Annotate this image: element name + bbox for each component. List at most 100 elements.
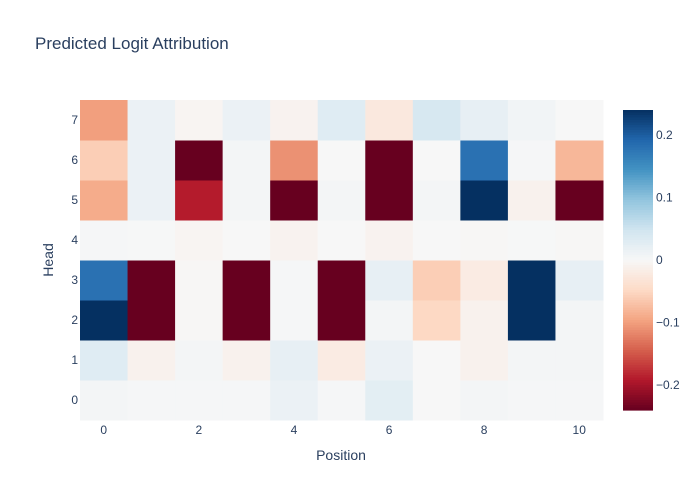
y-tick-label: 7	[71, 113, 78, 127]
heatmap-cell	[175, 260, 224, 301]
colorbar-segment	[623, 157, 653, 161]
heatmap-cell	[222, 100, 271, 141]
colorbar-segment	[623, 390, 653, 394]
colorbar-segment	[623, 317, 653, 321]
colorbar-segment	[623, 357, 653, 361]
colorbar-segment	[623, 152, 653, 156]
colorbar-segment	[623, 352, 653, 356]
heatmap-cell	[222, 300, 271, 341]
colorbar-segment	[623, 270, 653, 274]
colorbar-segment	[623, 162, 653, 166]
heatmap-cell	[175, 380, 224, 421]
heatmap-cell	[507, 260, 556, 301]
heatmap-cell	[412, 220, 461, 261]
x-tick-label: 0	[100, 423, 107, 437]
heatmap-cell	[365, 260, 414, 301]
heatmap-cell	[175, 180, 224, 221]
heatmap-cell	[270, 380, 319, 421]
colorbar-segment	[623, 182, 653, 186]
heatmap-cell	[507, 380, 556, 421]
heatmap-cell	[175, 340, 224, 381]
colorbar-segment	[623, 240, 653, 244]
colorbar-segment	[623, 290, 653, 294]
colorbar-segment	[623, 332, 653, 336]
heatmap-cell	[80, 260, 129, 301]
colorbar-segment	[623, 320, 653, 324]
heatmap-cell	[555, 380, 604, 421]
heatmap-cell	[555, 100, 604, 141]
heatmap-cell	[80, 100, 129, 141]
heatmap-cell	[507, 340, 556, 381]
colorbar-segment	[623, 127, 653, 131]
colorbar-segment	[623, 300, 653, 304]
colorbar-segment	[623, 285, 653, 289]
colorbar-segment	[623, 347, 653, 351]
heatmap-cell	[80, 220, 129, 261]
heatmap-cell	[127, 220, 176, 261]
colorbar-segment	[623, 382, 653, 386]
colorbar-segment	[623, 405, 653, 409]
heatmap-cell	[460, 140, 509, 181]
colorbar-segment	[623, 245, 653, 249]
colorbar-segment	[623, 222, 653, 226]
colorbar-segment	[623, 282, 653, 286]
heatmap-cell	[270, 180, 319, 221]
colorbar-segment	[623, 207, 653, 211]
colorbar-segment	[623, 397, 653, 401]
colorbar-segment	[623, 137, 653, 141]
colorbar-ticks: 0.2 0.1 0 −0.1 −0.2	[656, 128, 680, 392]
colorbar-segment	[623, 112, 653, 116]
y-axis-ticks: 0 1 2 3 4 5 6 7	[71, 113, 78, 407]
colorbar-segment	[623, 187, 653, 191]
colorbar-segment	[623, 280, 653, 284]
heatmap-cell	[412, 100, 461, 141]
colorbar-segment	[623, 255, 653, 259]
heatmap-cell	[460, 180, 509, 221]
colorbar-segment	[623, 192, 653, 196]
colorbar-segment	[623, 387, 653, 391]
colorbar-segment	[623, 195, 653, 199]
colorbar-segment	[623, 120, 653, 124]
y-tick-label: 2	[71, 313, 78, 327]
y-tick-label: 4	[71, 233, 78, 247]
colorbar-segment	[623, 350, 653, 354]
heatmap-cell	[317, 380, 366, 421]
colorbar-segment	[623, 402, 653, 406]
colorbar-segment	[623, 167, 653, 171]
colorbar-segment	[623, 125, 653, 129]
colorbar-segment	[623, 370, 653, 374]
heatmap-cell	[222, 220, 271, 261]
heatmap-cell	[317, 140, 366, 181]
colorbar-segment	[623, 170, 653, 174]
colorbar-segment	[623, 367, 653, 371]
colorbar-segment	[623, 230, 653, 234]
colorbar-segment	[623, 205, 653, 209]
colorbar-segment	[623, 305, 653, 309]
heatmap-cell	[365, 300, 414, 341]
colorbar-segment	[623, 160, 653, 164]
heatmap-cell	[175, 300, 224, 341]
heatmap-cell	[365, 220, 414, 261]
colorbar-segment	[623, 287, 653, 291]
heatmap-cell	[460, 100, 509, 141]
colorbar-segment	[623, 155, 653, 159]
colorbar-tick-label: −0.1	[656, 316, 680, 330]
colorbar-segment	[623, 217, 653, 221]
heatmap-cell	[412, 380, 461, 421]
heatmap-cell	[460, 220, 509, 261]
colorbar-segment	[623, 385, 653, 389]
colorbar-segment	[623, 110, 653, 114]
colorbar-segment	[623, 190, 653, 194]
y-tick-label: 1	[71, 353, 78, 367]
colorbar-segment	[623, 180, 653, 184]
colorbar-segment	[623, 365, 653, 369]
colorbar-segment	[623, 327, 653, 331]
heatmap-cell	[222, 140, 271, 181]
x-tick-label: 2	[196, 423, 203, 437]
colorbar-segment	[623, 250, 653, 254]
heatmap-cell	[507, 100, 556, 141]
colorbar-tick-label: 0.2	[656, 128, 673, 142]
colorbar-segment	[623, 380, 653, 384]
heatmap-cell	[507, 180, 556, 221]
heatmap-cell	[412, 260, 461, 301]
